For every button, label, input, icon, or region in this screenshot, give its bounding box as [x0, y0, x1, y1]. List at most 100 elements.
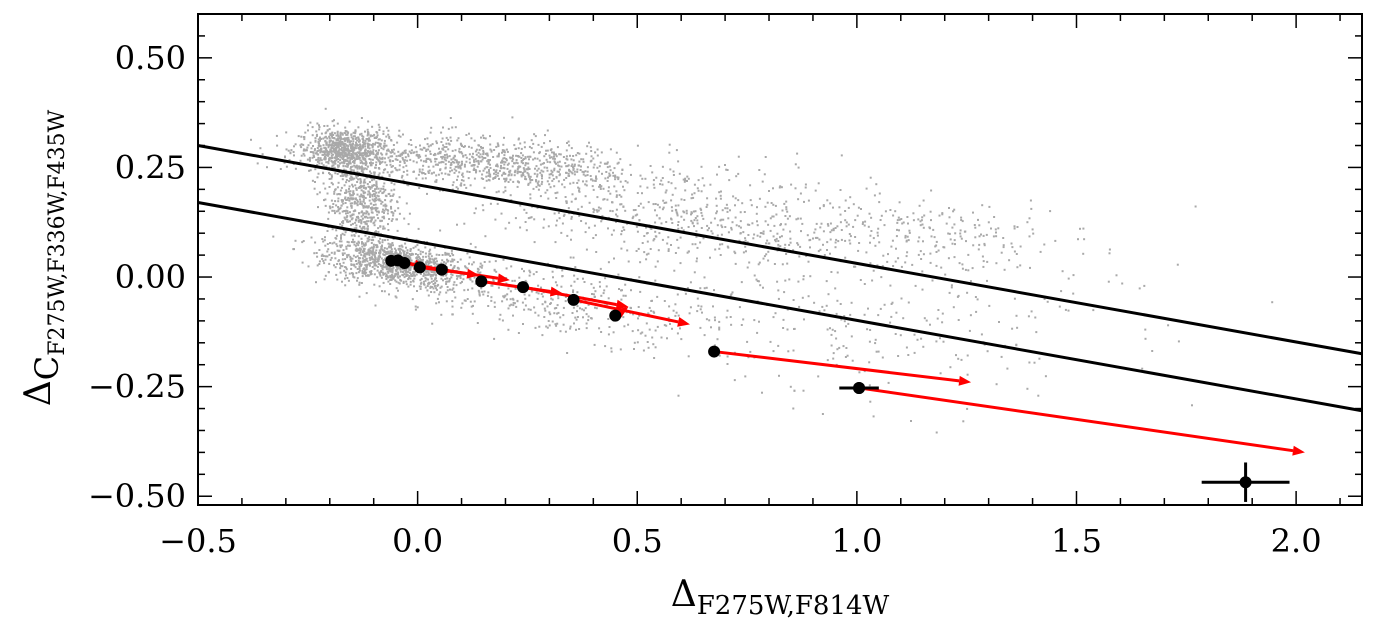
background-star — [565, 157, 568, 160]
background-star — [557, 180, 560, 183]
background-star — [365, 162, 367, 165]
background-star — [301, 261, 304, 264]
background-star — [636, 230, 639, 233]
background-star — [686, 180, 688, 182]
background-star — [645, 253, 648, 256]
background-star — [344, 277, 346, 280]
background-star — [356, 170, 359, 173]
background-star — [613, 257, 615, 260]
background-star — [474, 169, 477, 171]
background-star — [767, 250, 770, 253]
background-star — [365, 176, 368, 179]
background-star — [596, 148, 599, 151]
background-star — [988, 205, 991, 208]
background-star — [361, 146, 364, 149]
background-star — [345, 175, 348, 178]
background-star — [465, 134, 468, 136]
background-star — [327, 150, 330, 153]
background-star — [368, 143, 371, 146]
background-star — [561, 183, 564, 186]
background-star — [563, 186, 566, 189]
background-star — [556, 304, 559, 307]
background-star — [571, 172, 574, 175]
background-star — [424, 246, 427, 249]
background-star — [468, 158, 471, 161]
background-star — [382, 171, 385, 174]
background-star — [454, 149, 457, 152]
background-star — [462, 278, 465, 281]
background-star — [588, 201, 591, 204]
background-star — [508, 221, 511, 224]
background-star — [346, 137, 349, 140]
background-star — [418, 259, 421, 262]
background-star — [362, 168, 365, 171]
background-star — [599, 161, 602, 164]
background-star — [844, 356, 847, 358]
background-star — [408, 255, 411, 258]
background-star — [726, 355, 729, 358]
background-star — [898, 201, 901, 204]
background-star — [674, 303, 677, 306]
background-star — [330, 181, 333, 184]
background-star — [836, 299, 839, 302]
background-star — [447, 253, 450, 256]
background-star — [326, 151, 329, 154]
background-star — [316, 255, 319, 258]
background-star — [359, 148, 362, 151]
background-star — [448, 280, 450, 283]
background-star — [607, 297, 610, 300]
background-star — [487, 178, 490, 181]
background-star — [825, 304, 828, 307]
background-star — [939, 372, 942, 375]
background-star — [875, 183, 878, 186]
x-tick-label: 1.0 — [831, 522, 882, 560]
background-star — [764, 156, 767, 158]
background-star — [343, 252, 346, 255]
background-star — [656, 260, 659, 263]
background-star — [464, 145, 466, 148]
background-star — [905, 255, 908, 258]
background-star — [813, 231, 816, 234]
background-star — [434, 163, 437, 166]
background-star — [683, 199, 686, 201]
background-star — [322, 154, 325, 156]
background-star — [1054, 239, 1057, 242]
background-star — [358, 140, 361, 143]
background-star — [619, 158, 622, 161]
background-star — [616, 215, 619, 218]
background-star — [992, 235, 995, 238]
background-star — [580, 205, 583, 208]
background-star — [498, 169, 501, 172]
background-star — [359, 161, 362, 164]
background-star — [300, 146, 303, 149]
background-star — [746, 241, 749, 244]
background-star — [779, 236, 781, 239]
background-star — [342, 142, 345, 145]
background-star — [531, 179, 534, 181]
background-star — [322, 164, 325, 167]
background-star — [382, 145, 385, 148]
background-star — [324, 255, 327, 258]
background-star — [412, 160, 415, 163]
background-star — [396, 159, 399, 161]
background-star — [513, 171, 516, 174]
background-star — [416, 306, 419, 309]
background-star — [342, 261, 345, 264]
background-star — [567, 172, 570, 175]
background-star — [366, 138, 369, 141]
background-star — [358, 195, 361, 198]
background-star — [553, 153, 556, 156]
background-star — [466, 267, 469, 270]
background-star — [895, 247, 897, 250]
background-star — [389, 253, 392, 256]
background-star — [325, 154, 328, 157]
background-star — [792, 299, 795, 301]
background-star — [551, 179, 554, 182]
background-star — [589, 146, 592, 149]
background-star — [530, 147, 533, 150]
background-star — [406, 251, 409, 254]
background-star — [384, 208, 387, 211]
background-star — [435, 140, 438, 143]
background-star — [374, 198, 376, 201]
background-star — [479, 153, 482, 156]
